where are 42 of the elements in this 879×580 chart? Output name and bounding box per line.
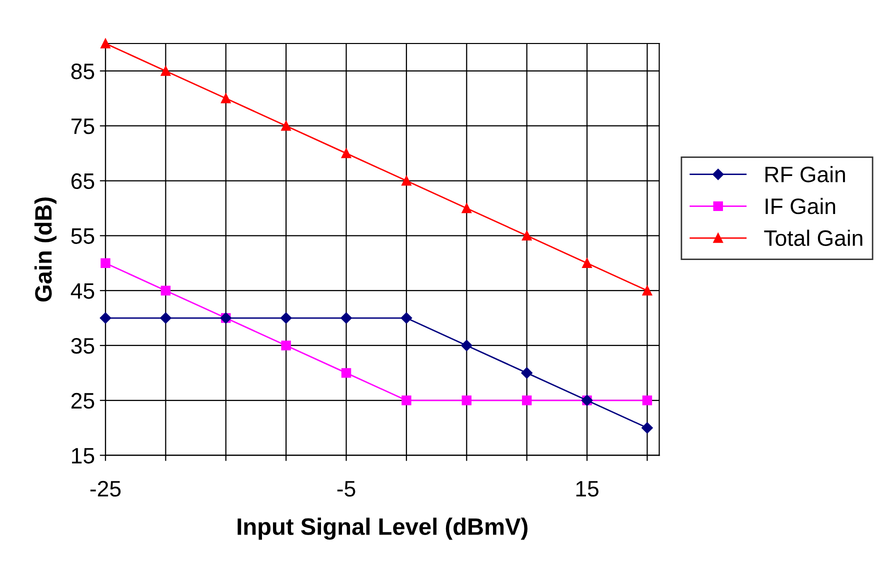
x-tick-label: -5 xyxy=(337,481,356,497)
point xyxy=(582,258,592,268)
x-tick-label: 15 xyxy=(576,481,598,497)
y-axis-title: Gain (dB) xyxy=(34,197,56,302)
point xyxy=(160,312,172,324)
y-tick-label: 25 xyxy=(71,392,94,409)
y-tick-label: 15 xyxy=(72,448,94,464)
point xyxy=(402,396,412,406)
y-tick-label: 35 xyxy=(71,338,94,354)
point xyxy=(221,94,231,104)
point xyxy=(462,203,472,214)
y-tick-label: 85 xyxy=(71,63,94,80)
point xyxy=(642,422,653,434)
point xyxy=(160,286,171,296)
point xyxy=(100,258,110,268)
point xyxy=(402,176,412,186)
point xyxy=(340,312,352,324)
point xyxy=(341,368,352,378)
x-tick-label: -25 xyxy=(90,480,121,497)
point xyxy=(100,312,112,324)
legend-label: IF Gain xyxy=(766,198,836,214)
point xyxy=(521,367,532,379)
point xyxy=(461,340,472,352)
point xyxy=(522,230,532,241)
point xyxy=(160,66,171,76)
y-tick-label: 75 xyxy=(71,118,94,134)
point xyxy=(462,396,472,406)
x-axis-title: Input Signal Level (dBmV) xyxy=(238,518,528,540)
point xyxy=(642,396,652,406)
point xyxy=(281,121,291,131)
point xyxy=(100,38,110,48)
legend-label: Total Gain xyxy=(764,230,862,246)
point xyxy=(642,286,652,296)
y-tick-label: 45 xyxy=(70,283,94,299)
point xyxy=(400,312,412,324)
legend-label: RF Gain xyxy=(765,166,845,182)
point xyxy=(281,340,291,350)
point xyxy=(280,312,292,324)
point xyxy=(522,396,532,406)
point xyxy=(341,148,352,158)
y-tick-label: 55 xyxy=(71,228,94,244)
y-tick-label: 65 xyxy=(71,173,94,190)
